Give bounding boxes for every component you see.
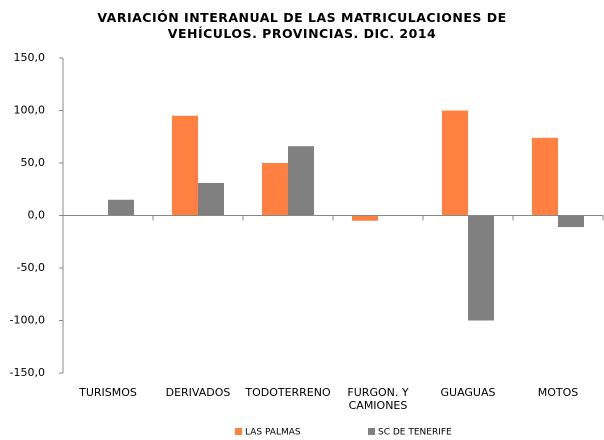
legend-label: SC DE TENERIFE [378,428,452,438]
bar [532,137,558,216]
y-tick-label: -100,0 [10,314,45,327]
y-tick-label: 150,0 [14,51,46,64]
bar [352,215,378,221]
legend-label: LAS PALMAS [245,428,301,438]
y-tick-label: -50,0 [17,261,45,274]
x-tick-label: DERIVADOS [165,386,231,399]
bar [288,146,314,216]
bar [442,110,468,216]
y-tick-label: 0,0 [28,209,46,222]
chart-title: VARIACIÓN INTERANUAL DE LAS MATRICULACIO… [97,10,507,41]
legend-swatch [368,428,375,435]
y-tick-label: 50,0 [21,156,46,169]
x-tick-label: MOTOS [537,386,579,399]
bar [172,115,198,216]
bar [468,215,494,321]
bar [198,182,224,216]
bar [262,163,288,216]
y-tick-label: 100,0 [14,104,46,117]
bar [558,215,584,228]
bar [108,199,134,216]
y-tick-label: -150,0 [10,366,45,379]
legend-swatch [235,428,242,435]
x-tick-label: FURGON. Y CAMIONES [347,386,409,412]
x-tick-label: TODOTERRENO [245,386,331,399]
x-tick-label: TURISMOS [79,386,137,399]
x-tick-label: GUAGUAS [440,386,496,399]
